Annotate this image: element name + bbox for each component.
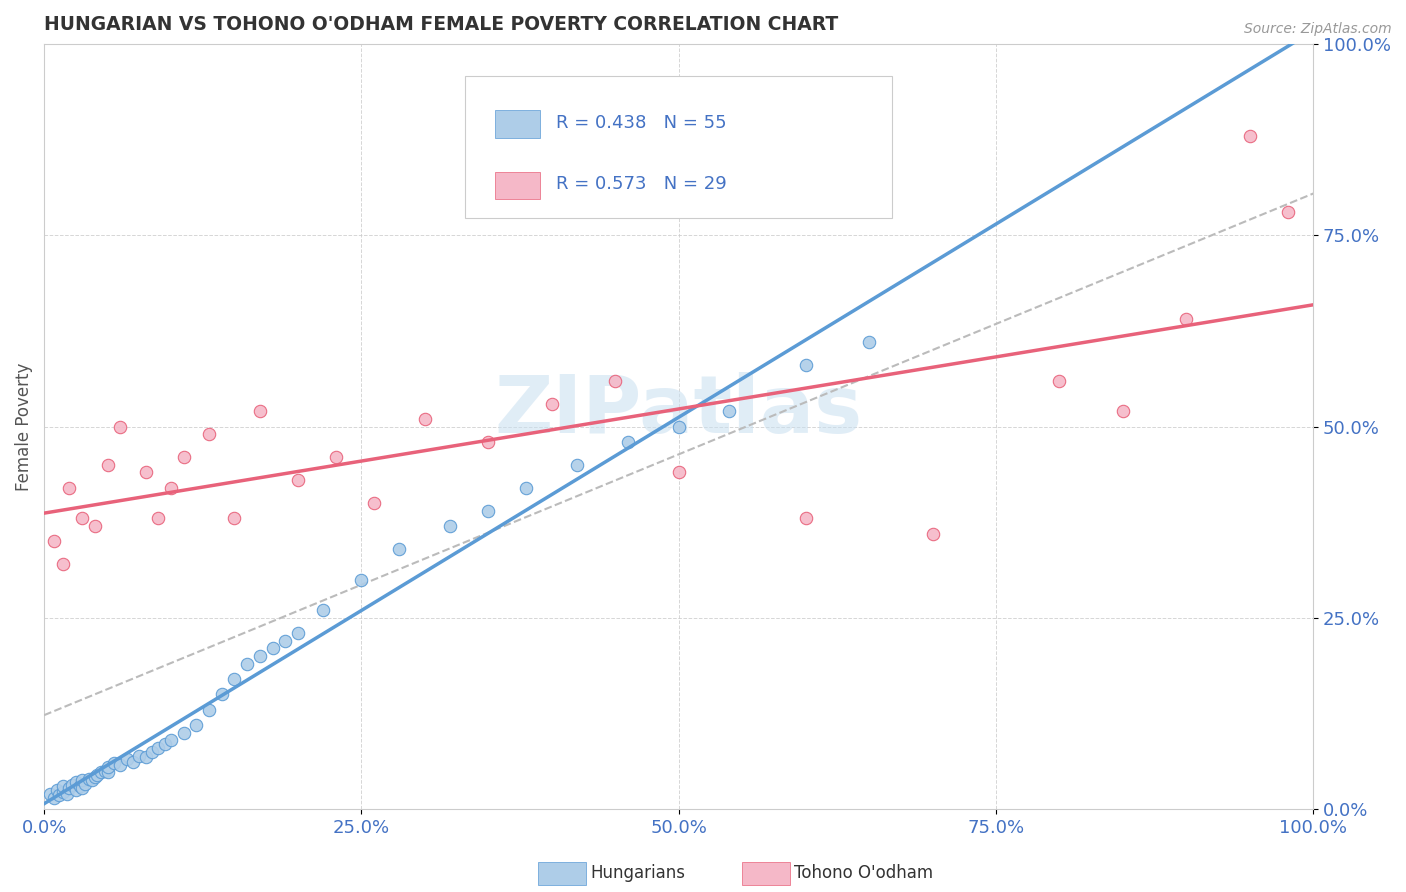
- Point: [110, 419, 132, 434]
- Point: [287, 473, 309, 487]
- Point: [52, 558, 75, 572]
- Point: [44, 790, 66, 805]
- Point: [515, 481, 537, 495]
- FancyBboxPatch shape: [495, 171, 540, 199]
- Point: [1112, 404, 1135, 418]
- Point: [103, 756, 125, 771]
- Text: Source: ZipAtlas.com: Source: ZipAtlas.com: [1244, 22, 1392, 37]
- Point: [173, 450, 195, 464]
- Point: [45, 783, 67, 797]
- Point: [148, 740, 170, 755]
- Text: HUNGARIAN VS TOHONO O'ODHAM FEMALE POVERTY CORRELATION CHART: HUNGARIAN VS TOHONO O'ODHAM FEMALE POVER…: [44, 15, 838, 34]
- Point: [65, 783, 87, 797]
- Point: [1175, 312, 1198, 326]
- Point: [1239, 128, 1261, 143]
- Point: [70, 773, 93, 788]
- Point: [617, 434, 640, 449]
- Point: [70, 780, 93, 795]
- Point: [413, 412, 436, 426]
- Point: [44, 534, 66, 549]
- Point: [153, 737, 176, 751]
- Point: [97, 458, 120, 472]
- Point: [39, 787, 62, 801]
- Point: [73, 777, 96, 791]
- Point: [477, 504, 499, 518]
- Point: [52, 785, 75, 799]
- Point: [82, 773, 104, 788]
- Point: [668, 466, 690, 480]
- Point: [668, 419, 690, 434]
- Point: [135, 750, 157, 764]
- Point: [48, 789, 70, 803]
- Point: [90, 765, 112, 780]
- Point: [77, 772, 100, 786]
- Point: [718, 404, 741, 418]
- Point: [249, 404, 271, 418]
- Point: [224, 511, 246, 525]
- Point: [160, 733, 183, 747]
- Point: [858, 335, 880, 350]
- Point: [198, 703, 221, 717]
- Point: [122, 755, 145, 769]
- Point: [58, 481, 80, 495]
- Point: [97, 760, 120, 774]
- Text: R = 0.573   N = 29: R = 0.573 N = 29: [555, 175, 727, 193]
- FancyBboxPatch shape: [495, 111, 540, 138]
- Point: [60, 778, 83, 792]
- Point: [794, 511, 817, 525]
- Y-axis label: Female Poverty: Female Poverty: [15, 362, 32, 491]
- Point: [565, 458, 588, 472]
- Point: [128, 748, 150, 763]
- Point: [83, 519, 105, 533]
- Point: [52, 779, 75, 793]
- Point: [97, 765, 120, 780]
- Point: [439, 519, 461, 533]
- Point: [148, 511, 170, 525]
- Point: [540, 396, 562, 410]
- Point: [69, 779, 91, 793]
- Point: [350, 573, 373, 587]
- Point: [141, 745, 163, 759]
- Point: [224, 672, 246, 686]
- Point: [262, 641, 284, 656]
- Point: [287, 626, 309, 640]
- Point: [211, 687, 233, 701]
- Point: [70, 511, 93, 525]
- Point: [1049, 374, 1071, 388]
- Point: [115, 752, 138, 766]
- Point: [388, 541, 411, 556]
- Point: [1277, 205, 1299, 219]
- Point: [477, 434, 499, 449]
- Point: [86, 767, 108, 781]
- Point: [110, 757, 132, 772]
- Point: [65, 775, 87, 789]
- Point: [249, 649, 271, 664]
- Point: [312, 603, 335, 617]
- Point: [94, 764, 117, 778]
- Point: [58, 780, 80, 795]
- Point: [83, 770, 105, 784]
- FancyBboxPatch shape: [465, 76, 891, 219]
- Point: [605, 374, 627, 388]
- Text: Hungarians: Hungarians: [591, 864, 686, 882]
- Point: [236, 657, 259, 671]
- Point: [135, 466, 157, 480]
- Point: [325, 450, 347, 464]
- Point: [56, 787, 79, 801]
- Point: [921, 526, 943, 541]
- Text: Tohono O'odham: Tohono O'odham: [794, 864, 934, 882]
- Text: R = 0.438   N = 55: R = 0.438 N = 55: [555, 113, 727, 132]
- Point: [186, 718, 208, 732]
- Point: [173, 725, 195, 739]
- Point: [794, 359, 817, 373]
- Point: [274, 633, 297, 648]
- Text: ZIPatlas: ZIPatlas: [495, 372, 863, 450]
- Point: [160, 481, 183, 495]
- Point: [198, 427, 221, 442]
- Point: [363, 496, 385, 510]
